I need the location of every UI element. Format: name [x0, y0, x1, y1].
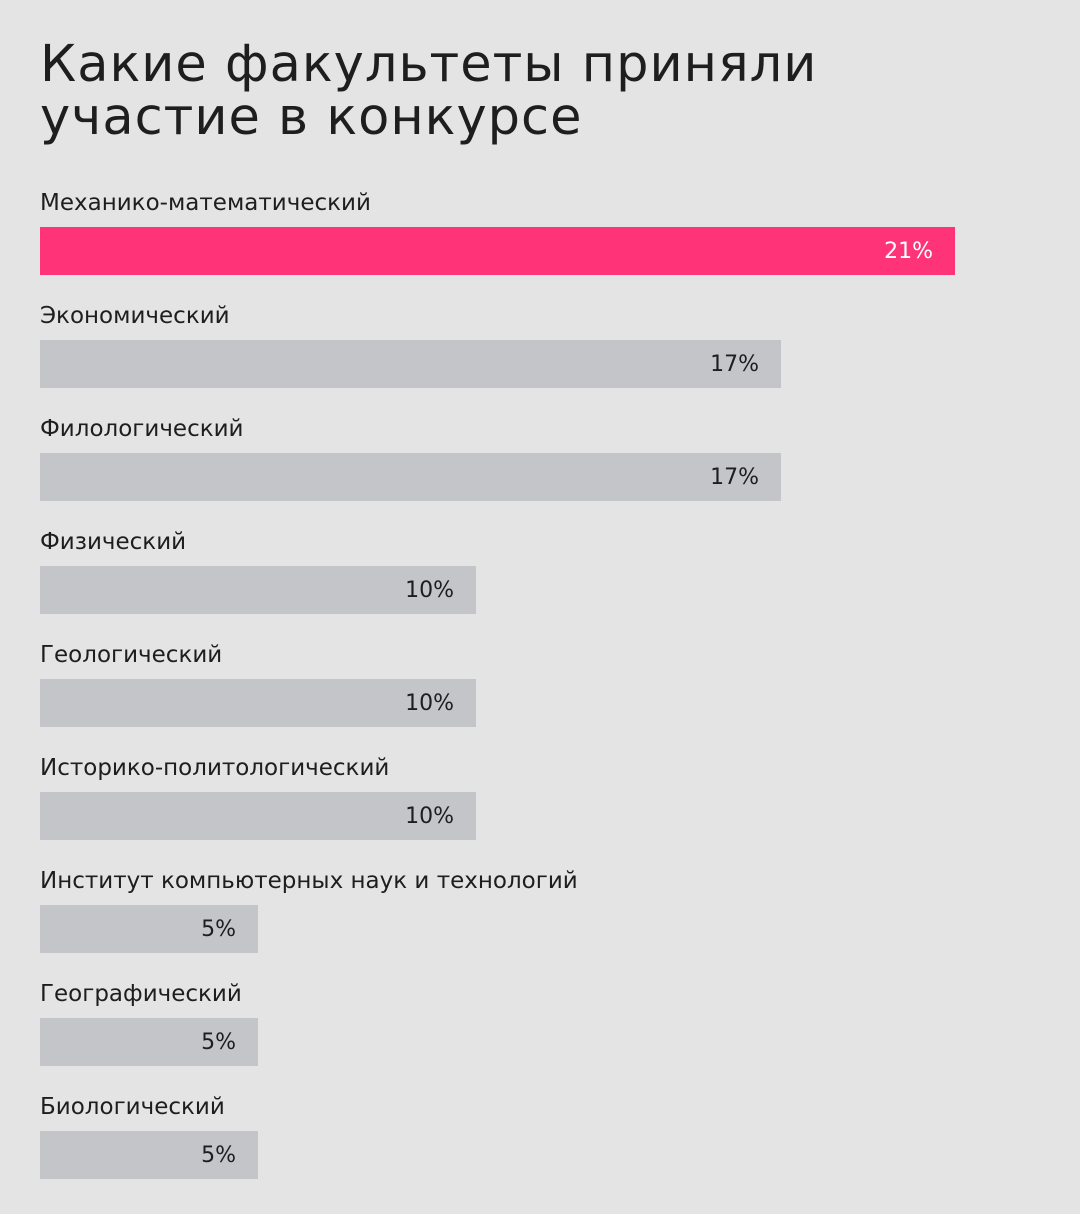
category-label: Биологический [40, 1094, 225, 1120]
bar-value-label: 21% [884, 239, 933, 264]
category-label: Геологический [40, 642, 223, 668]
bar-value-label: 5% [201, 1030, 236, 1055]
bar-row: Историко-политологический 10% [40, 753, 1040, 853]
category-label: Физический [40, 529, 187, 555]
bar-row: Геологический 10% [40, 640, 1040, 740]
category-label: Экономический [40, 303, 230, 329]
bar: 5% [40, 1131, 258, 1179]
bar-row: Филологический 17% [40, 414, 1040, 514]
bar-value-label: 5% [201, 917, 236, 942]
bar-value-label: 17% [710, 352, 759, 377]
bar-row: Географический 5% [40, 979, 1040, 1079]
bar-row: Биологический 5% [40, 1092, 1040, 1192]
bar-row: Экономический 17% [40, 301, 1040, 401]
bar: 10% [40, 792, 476, 840]
bar-value-label: 17% [710, 465, 759, 490]
bar: 17% [40, 453, 781, 501]
bar: 10% [40, 566, 476, 614]
bar-value-label: 5% [201, 1143, 236, 1168]
bar-row: Физический 10% [40, 527, 1040, 627]
chart-title: Какие факультеты приняли участие в конку… [40, 35, 818, 147]
category-label: Институт компьютерных наук и технологий [40, 868, 578, 894]
category-label: Географический [40, 981, 242, 1007]
bar-value-label: 10% [405, 578, 454, 603]
bar-value-label: 10% [405, 691, 454, 716]
category-label: Механико-математический [40, 190, 371, 216]
bar-row: Институт компьютерных наук и технологий 5… [40, 866, 1040, 966]
bar: 21% [40, 227, 955, 275]
category-label: Историко-политологический [40, 755, 390, 781]
bar: 10% [40, 679, 476, 727]
category-label: Филологический [40, 416, 244, 442]
bar-row: Механико-математический 21% [40, 188, 1040, 288]
bar: 5% [40, 905, 258, 953]
bar: 5% [40, 1018, 258, 1066]
bar-value-label: 10% [405, 804, 454, 829]
bar: 17% [40, 340, 781, 388]
